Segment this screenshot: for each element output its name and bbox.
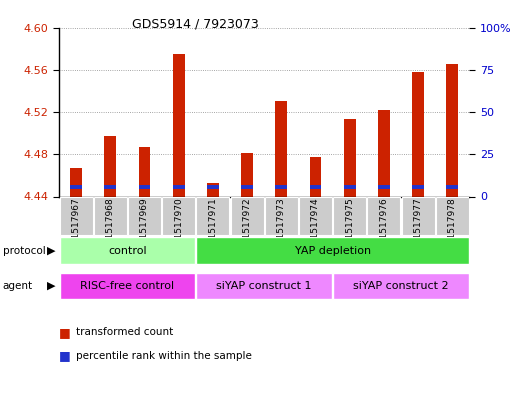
FancyBboxPatch shape — [60, 273, 195, 299]
Bar — [70, 168, 82, 196]
FancyBboxPatch shape — [402, 197, 435, 235]
Text: YAP depletion: YAP depletion — [294, 246, 371, 255]
FancyBboxPatch shape — [436, 197, 469, 235]
Text: GSM1517972: GSM1517972 — [243, 198, 251, 258]
FancyBboxPatch shape — [196, 237, 469, 264]
Text: GSM1517969: GSM1517969 — [140, 198, 149, 259]
Text: GSM1517975: GSM1517975 — [345, 198, 354, 259]
FancyBboxPatch shape — [265, 197, 298, 235]
Text: ■: ■ — [59, 325, 71, 339]
Bar — [275, 101, 287, 196]
Bar — [241, 153, 253, 196]
Text: GSM1517977: GSM1517977 — [413, 198, 423, 259]
FancyBboxPatch shape — [367, 197, 400, 235]
Bar — [104, 185, 116, 189]
Bar — [446, 64, 458, 196]
Text: GSM1517974: GSM1517974 — [311, 198, 320, 258]
Text: transformed count: transformed count — [76, 327, 173, 337]
Text: GSM1517973: GSM1517973 — [277, 198, 286, 259]
FancyBboxPatch shape — [128, 197, 161, 235]
Bar — [241, 185, 253, 189]
Bar — [446, 185, 458, 189]
Bar — [275, 185, 287, 189]
Text: protocol: protocol — [3, 246, 45, 255]
Bar — [344, 185, 356, 189]
Bar — [412, 72, 424, 196]
Text: ■: ■ — [59, 349, 71, 362]
Text: siYAP construct 2: siYAP construct 2 — [353, 281, 449, 291]
Text: control: control — [108, 246, 147, 255]
Text: GSM1517967: GSM1517967 — [72, 198, 81, 259]
Text: GSM1517978: GSM1517978 — [448, 198, 457, 259]
Bar — [412, 185, 424, 189]
Text: GSM1517976: GSM1517976 — [380, 198, 388, 259]
FancyBboxPatch shape — [162, 197, 195, 235]
Bar — [344, 119, 356, 196]
Bar — [70, 185, 82, 189]
Text: percentile rank within the sample: percentile rank within the sample — [76, 351, 252, 361]
FancyBboxPatch shape — [60, 237, 195, 264]
Bar — [309, 185, 322, 189]
FancyBboxPatch shape — [333, 197, 366, 235]
Text: ▶: ▶ — [47, 281, 55, 291]
FancyBboxPatch shape — [196, 197, 229, 235]
Bar — [309, 158, 322, 196]
Text: GDS5914 / 7923073: GDS5914 / 7923073 — [131, 18, 259, 31]
FancyBboxPatch shape — [299, 197, 332, 235]
FancyBboxPatch shape — [60, 197, 92, 235]
Bar — [173, 185, 185, 189]
Text: ▶: ▶ — [47, 246, 55, 255]
FancyBboxPatch shape — [333, 273, 469, 299]
Bar — [104, 136, 116, 196]
Text: GSM1517971: GSM1517971 — [208, 198, 218, 259]
Bar — [207, 183, 219, 196]
Bar — [139, 147, 150, 196]
Bar — [139, 185, 150, 189]
Text: GSM1517968: GSM1517968 — [106, 198, 115, 259]
Text: agent: agent — [3, 281, 33, 291]
Bar — [378, 110, 390, 196]
Text: GSM1517970: GSM1517970 — [174, 198, 183, 259]
Bar — [173, 54, 185, 196]
Text: siYAP construct 1: siYAP construct 1 — [216, 281, 312, 291]
FancyBboxPatch shape — [196, 273, 332, 299]
FancyBboxPatch shape — [231, 197, 264, 235]
Bar — [378, 185, 390, 189]
Bar — [207, 185, 219, 189]
FancyBboxPatch shape — [94, 197, 127, 235]
Text: RISC-free control: RISC-free control — [81, 281, 174, 291]
